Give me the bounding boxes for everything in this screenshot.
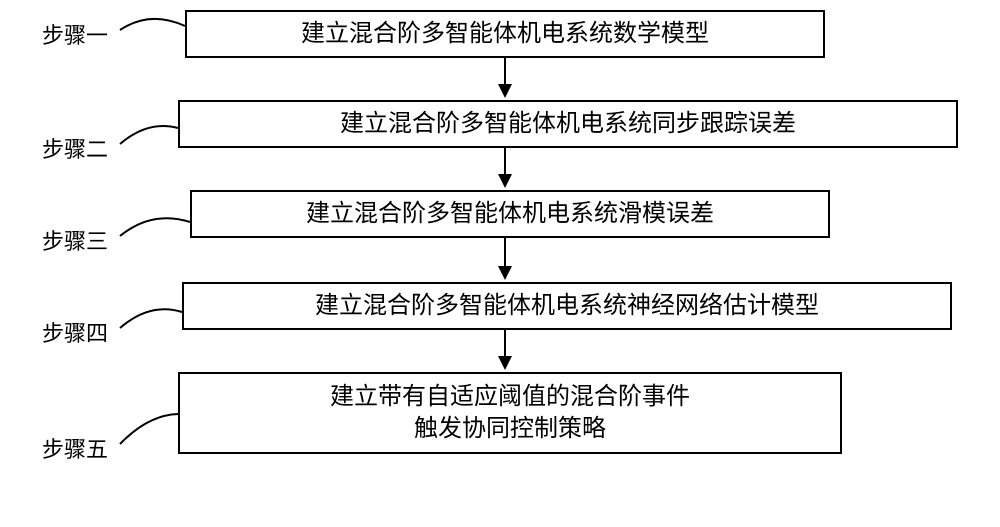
arrow-line-4 (504, 330, 506, 358)
arrow-head-2 (498, 174, 512, 188)
flow-box-2: 建立混合阶多智能体机电系统同步跟踪误差 (178, 100, 958, 148)
flow-box-3: 建立混合阶多智能体机电系统滑模误差 (190, 190, 830, 238)
step-label-5: 步骤五 (42, 432, 108, 464)
flow-box-text-1: 建立混合阶多智能体机电系统数学模型 (301, 18, 709, 50)
leader-curve-1 (116, 6, 189, 34)
step-label-4: 步骤四 (42, 316, 108, 348)
step-label-2: 步骤二 (42, 132, 108, 164)
arrow-head-1 (498, 84, 512, 98)
step-label-3: 步骤三 (42, 224, 108, 256)
flowchart-container: 步骤一 建立混合阶多智能体机电系统数学模型步骤二 建立混合阶多智能体机电系统同步跟踪… (0, 0, 1000, 527)
flow-box-text-3: 建立混合阶多智能体机电系统滑模误差 (306, 198, 714, 230)
arrow-line-2 (504, 148, 506, 176)
arrow-head-4 (498, 356, 512, 370)
leader-curve-2 (116, 116, 182, 148)
flow-box-1: 建立混合阶多智能体机电系统数学模型 (185, 10, 825, 58)
arrow-line-3 (504, 238, 506, 268)
leader-curve-4 (116, 298, 186, 332)
arrow-head-3 (498, 266, 512, 280)
flow-box-text-5: 建立带有自适应阈值的混合阶事件 触发协同控制策略 (330, 381, 690, 446)
flow-box-text-4: 建立混合阶多智能体机电系统神经网络估计模型 (315, 290, 819, 322)
flow-box-5: 建立带有自适应阈值的混合阶事件 触发协同控制策略 (178, 372, 842, 454)
flow-box-text-2: 建立混合阶多智能体机电系统同步跟踪误差 (340, 108, 796, 140)
leader-curve-5 (116, 410, 182, 448)
flow-box-4: 建立混合阶多智能体机电系统神经网络估计模型 (182, 282, 952, 330)
step-label-1: 步骤一 (42, 18, 108, 50)
leader-curve-3 (116, 206, 194, 240)
arrow-line-1 (504, 58, 506, 86)
